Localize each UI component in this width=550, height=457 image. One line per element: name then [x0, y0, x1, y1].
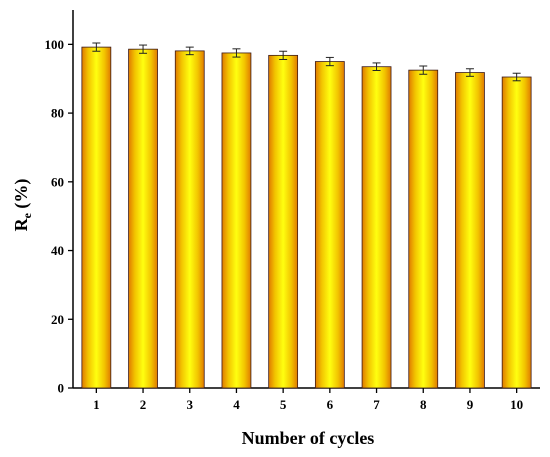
x-tick-label: 7 [373, 397, 380, 412]
y-axis-title-main: R [11, 217, 31, 231]
bar [221, 52, 252, 389]
y-tick-label: 80 [51, 106, 64, 121]
bar [408, 69, 439, 389]
x-tick-label: 3 [187, 397, 194, 412]
bar [501, 76, 532, 389]
x-tick-label: 1 [93, 397, 100, 412]
y-tick-label: 60 [51, 174, 64, 189]
bar [128, 48, 158, 389]
bar [361, 66, 392, 389]
x-axis-ticks: 1 2 3 4 5 6 7 8 9 10 [93, 388, 523, 412]
y-axis-title-unit: (%) [11, 179, 32, 214]
y-tick-label: 0 [58, 381, 65, 396]
x-tick-label: 9 [467, 397, 474, 412]
x-tick-label: 2 [140, 397, 147, 412]
bar [268, 54, 299, 389]
y-axis-title: Re (%) [11, 179, 34, 232]
y-axis-title-subscript: e [20, 212, 34, 218]
x-tick-label: 8 [420, 397, 427, 412]
y-tick-label: 20 [51, 312, 64, 327]
y-tick-label: 100 [45, 37, 65, 52]
x-tick-label: 10 [510, 397, 523, 412]
x-axis-title: Number of cycles [242, 428, 375, 448]
bars-group [81, 42, 532, 389]
x-tick-label: 5 [280, 397, 287, 412]
x-tick-label: 6 [327, 397, 334, 412]
bar [174, 50, 205, 389]
bar [81, 46, 112, 389]
y-axis-ticks: 0 20 40 60 80 100 [45, 37, 73, 396]
bar [455, 72, 485, 389]
y-tick-label: 40 [51, 243, 64, 258]
x-tick-label: 4 [233, 397, 240, 412]
bar [314, 61, 345, 389]
